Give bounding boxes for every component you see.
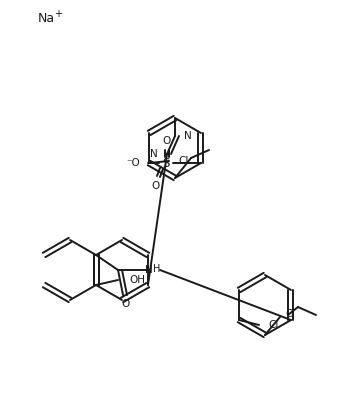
Text: ⁻O: ⁻O (126, 158, 140, 168)
Text: O: O (121, 299, 129, 309)
Text: Cl: Cl (178, 156, 188, 166)
Text: +: + (54, 9, 62, 19)
Text: O: O (163, 136, 171, 146)
Text: N: N (145, 265, 153, 275)
Text: O: O (152, 181, 160, 191)
Text: Cl: Cl (268, 320, 278, 330)
Text: N: N (184, 131, 192, 141)
Text: O: O (285, 309, 293, 319)
Text: H: H (153, 264, 161, 274)
Text: Na: Na (38, 11, 55, 24)
Text: S: S (162, 156, 170, 169)
Text: OH: OH (129, 275, 145, 285)
Text: N: N (150, 149, 158, 159)
